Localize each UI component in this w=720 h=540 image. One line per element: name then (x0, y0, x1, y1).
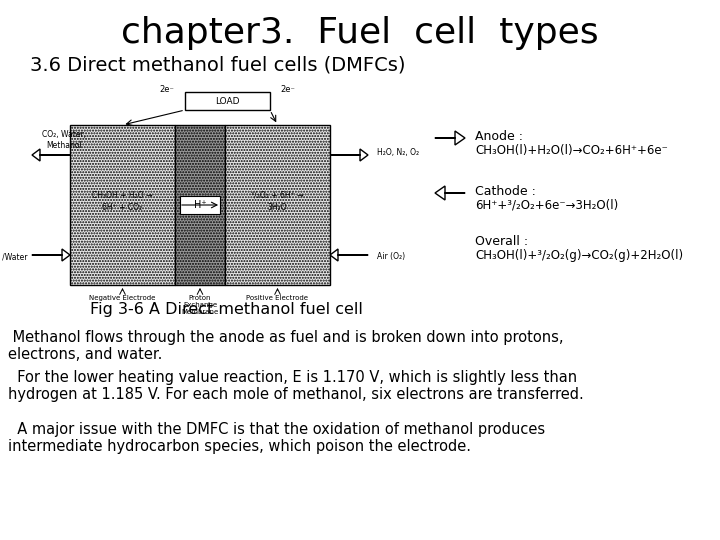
Text: Fig 3-6 A Direct methanol fuel cell: Fig 3-6 A Direct methanol fuel cell (90, 302, 363, 317)
FancyArrow shape (435, 131, 465, 145)
FancyArrow shape (32, 149, 70, 161)
FancyArrow shape (330, 149, 368, 161)
Text: Positive Electrode: Positive Electrode (246, 295, 308, 301)
Text: For the lower heating value reaction, E is 1.170 V, which is slightly less than
: For the lower heating value reaction, E … (8, 370, 584, 402)
Text: Proton
Exchange
Membrane: Proton Exchange Membrane (181, 295, 219, 315)
Text: 2e⁻: 2e⁻ (160, 85, 174, 94)
Text: Cathode :: Cathode : (475, 185, 536, 198)
Bar (175, 125, 225, 285)
Text: Anode :: Anode : (475, 130, 523, 143)
Text: 6H⁺ + CO₂: 6H⁺ + CO₂ (102, 204, 143, 213)
Text: CO₂, Water,: CO₂, Water, (42, 130, 86, 139)
Text: CH₃OH(l)+³/₂O₂(g)→CO₂(g)+2H₂O(l): CH₃OH(l)+³/₂O₂(g)→CO₂(g)+2H₂O(l) (475, 249, 683, 262)
Text: CH₃OH + H₂O →: CH₃OH + H₂O → (92, 191, 153, 199)
Text: CH₃OH(l)+H₂O(l)→CO₂+6H⁺+6e⁻: CH₃OH(l)+H₂O(l)→CO₂+6H⁺+6e⁻ (475, 144, 668, 157)
Text: Negative Electrode: Negative Electrode (89, 295, 156, 301)
Bar (225, 125, 330, 285)
Text: Methanol /Water: Methanol /Water (0, 253, 28, 261)
Bar (180, 196, 220, 214)
Bar (185, 92, 270, 110)
Text: Overall :: Overall : (475, 235, 528, 248)
Bar (70, 125, 175, 285)
FancyArrow shape (435, 186, 465, 200)
Text: Methanol flows through the anode as fuel and is broken down into protons,
electr: Methanol flows through the anode as fuel… (8, 330, 564, 362)
Text: H₂O, N₂, O₂: H₂O, N₂, O₂ (377, 147, 419, 157)
Text: 3H₂O: 3H₂O (268, 204, 287, 213)
FancyArrow shape (330, 249, 368, 261)
Text: LOAD: LOAD (215, 97, 240, 105)
Text: A major issue with the DMFC is that the oxidation of methanol produces
intermedi: A major issue with the DMFC is that the … (8, 422, 545, 454)
Text: Methanol: Methanol (46, 141, 82, 150)
FancyArrow shape (32, 249, 70, 261)
Text: chapter3.  Fuel  cell  types: chapter3. Fuel cell types (121, 16, 599, 50)
Text: ³/₂O₂ + 6H⁺ →: ³/₂O₂ + 6H⁺ → (251, 191, 304, 199)
Text: 6H⁺+³/₂O₂+6e⁻→3H₂O(l): 6H⁺+³/₂O₂+6e⁻→3H₂O(l) (475, 199, 618, 212)
Text: 2e⁻: 2e⁻ (281, 85, 295, 94)
Text: H⁺: H⁺ (194, 200, 207, 210)
Text: Air (O₂): Air (O₂) (377, 253, 405, 261)
Text: 3.6 Direct methanol fuel cells (DMFCs): 3.6 Direct methanol fuel cells (DMFCs) (30, 56, 405, 75)
